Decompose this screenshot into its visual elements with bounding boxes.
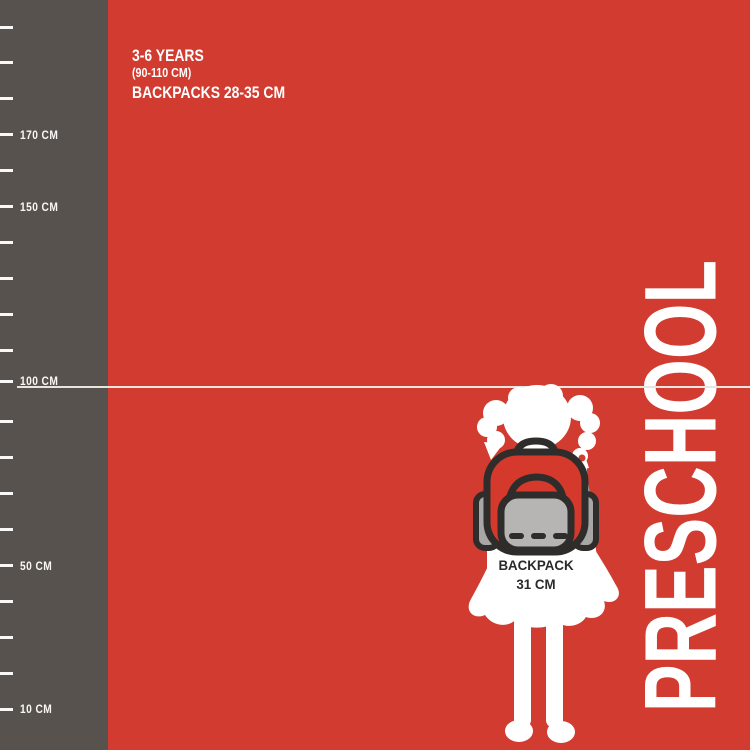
height-line-100cm — [17, 386, 750, 388]
ruler-tick — [0, 671, 13, 675]
ruler-tick — [0, 564, 13, 567]
ruler-tick — [0, 169, 13, 173]
ruler-tick — [0, 635, 13, 639]
header-backpack-range: BACKPACKS 28-35 CM — [132, 83, 286, 102]
ruler-tick — [0, 420, 13, 424]
ruler-label-170cm: 170 CM — [20, 127, 59, 142]
ruler-label-150cm: 150 CM — [20, 199, 59, 214]
header-age-range: 3-6 YEARS — [132, 46, 204, 65]
ruler-tick — [0, 205, 13, 208]
header-height-range: (90-110 CM) — [132, 65, 192, 80]
ruler-label-100cm: 100 CM — [20, 374, 59, 388]
ruler-tick — [0, 456, 13, 460]
ruler-tick — [0, 379, 13, 383]
backpack-icon — [473, 437, 599, 556]
ruler-tick — [0, 240, 13, 244]
ruler-tick — [0, 133, 13, 137]
ruler-tick — [0, 348, 13, 352]
backpack-caption-line2: 31 CM — [516, 576, 556, 592]
ruler-tick — [0, 276, 13, 280]
ruler-tick — [0, 97, 13, 101]
ruler-tick — [0, 312, 13, 316]
ruler-tick — [0, 528, 13, 532]
ruler-label-10cm: 10 CM — [20, 702, 53, 717]
ruler — [0, 0, 108, 750]
backpack-caption-line1: BACKPACK — [498, 557, 574, 573]
ruler-tick — [0, 492, 13, 496]
ruler-tick — [0, 707, 13, 711]
ruler-tick — [0, 61, 13, 65]
ruler-tick — [0, 25, 13, 29]
ruler-label-50cm: 50 CM — [20, 558, 53, 573]
ruler-tick — [0, 599, 13, 603]
